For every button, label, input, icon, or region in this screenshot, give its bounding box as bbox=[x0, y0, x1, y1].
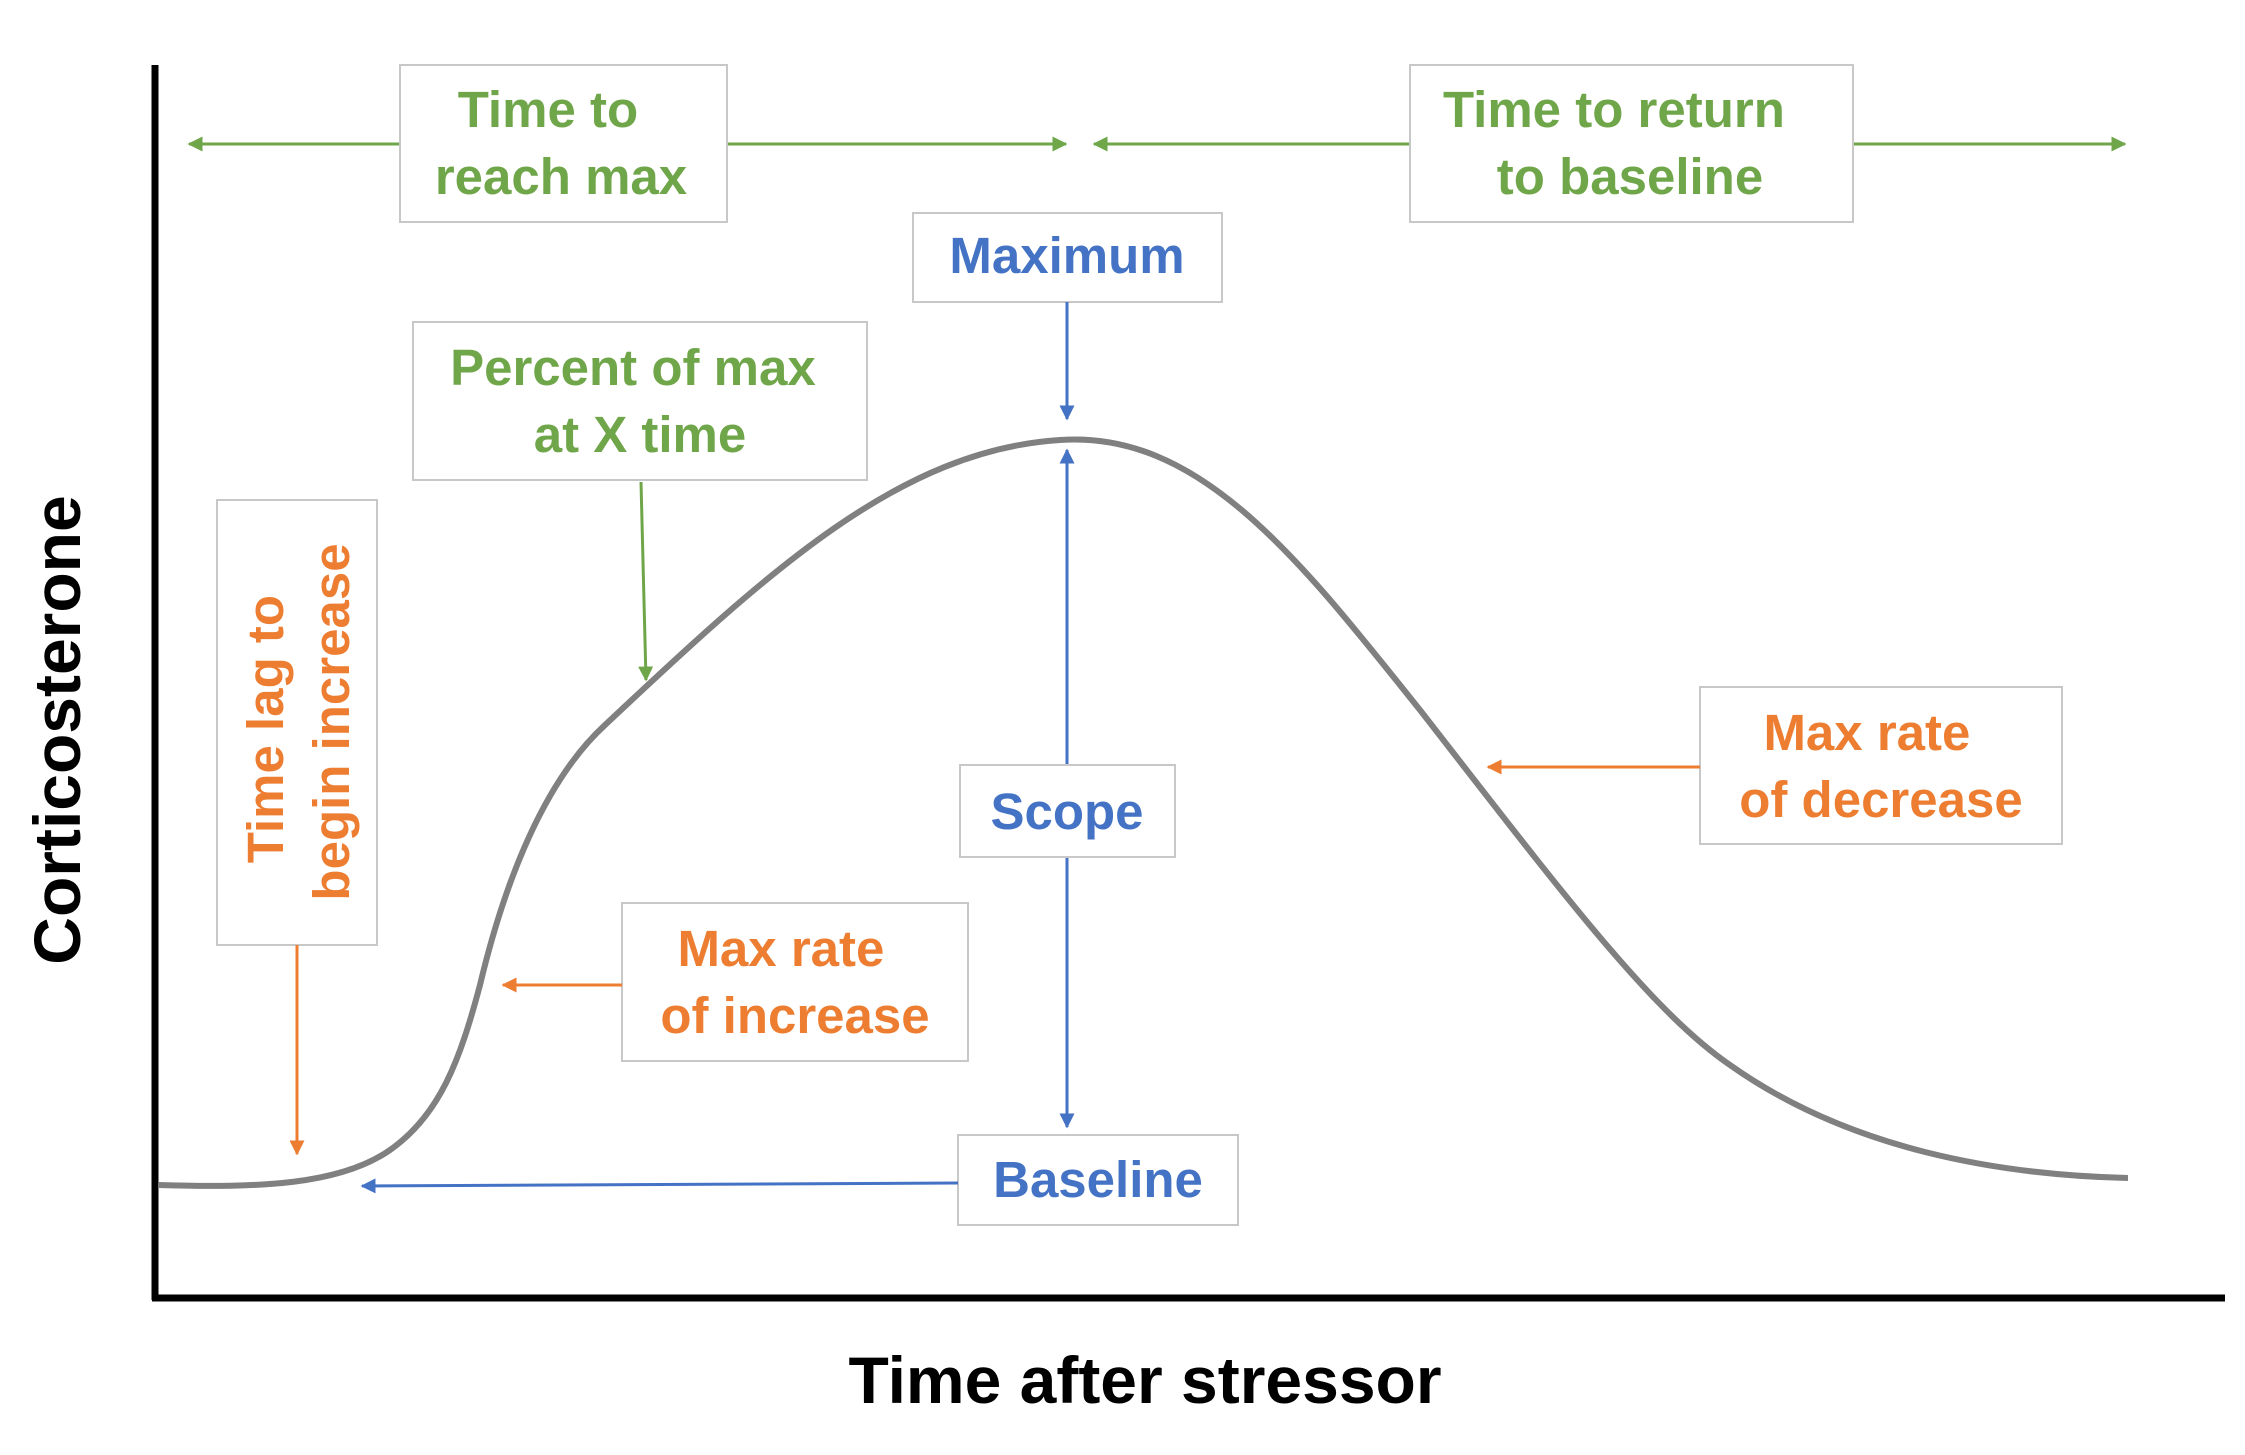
time-to-return-label: Time to return to baseline bbox=[1443, 81, 1799, 205]
max-rate-decrease-label: Max rate of decrease bbox=[1739, 704, 2023, 828]
scope-label: Scope bbox=[990, 783, 1143, 840]
baseline-box bbox=[957, 1134, 1239, 1226]
time-lag-label: Time lag to begin increase bbox=[237, 543, 360, 900]
maximum-box bbox=[912, 212, 1223, 303]
y-axis-title: Corticosterone bbox=[20, 495, 94, 964]
percent-of-max-box bbox=[412, 321, 868, 481]
scope-box bbox=[959, 764, 1176, 858]
percent-of-max-label: Percent of max at X time bbox=[450, 339, 830, 463]
maximum-label: Maximum bbox=[949, 227, 1184, 284]
x-axis-title: Time after stressor bbox=[848, 1343, 1441, 1417]
max-rate-decrease-box bbox=[1699, 686, 2063, 845]
max-rate-increase-box bbox=[621, 902, 969, 1062]
baseline-label: Baseline bbox=[993, 1151, 1203, 1208]
time-to-return-box bbox=[1409, 64, 1854, 223]
time-to-reach-max-label: Time to reach max bbox=[435, 81, 687, 205]
percent-of-max-arrow bbox=[638, 481, 654, 682]
baseline-arrow bbox=[360, 1178, 959, 1194]
max-rate-increase-label: Max rate of increase bbox=[660, 920, 929, 1044]
time-to-reach-max-box bbox=[399, 64, 728, 223]
corticosterone-response-curve bbox=[157, 436, 2129, 1189]
time-lag-box bbox=[216, 499, 378, 946]
